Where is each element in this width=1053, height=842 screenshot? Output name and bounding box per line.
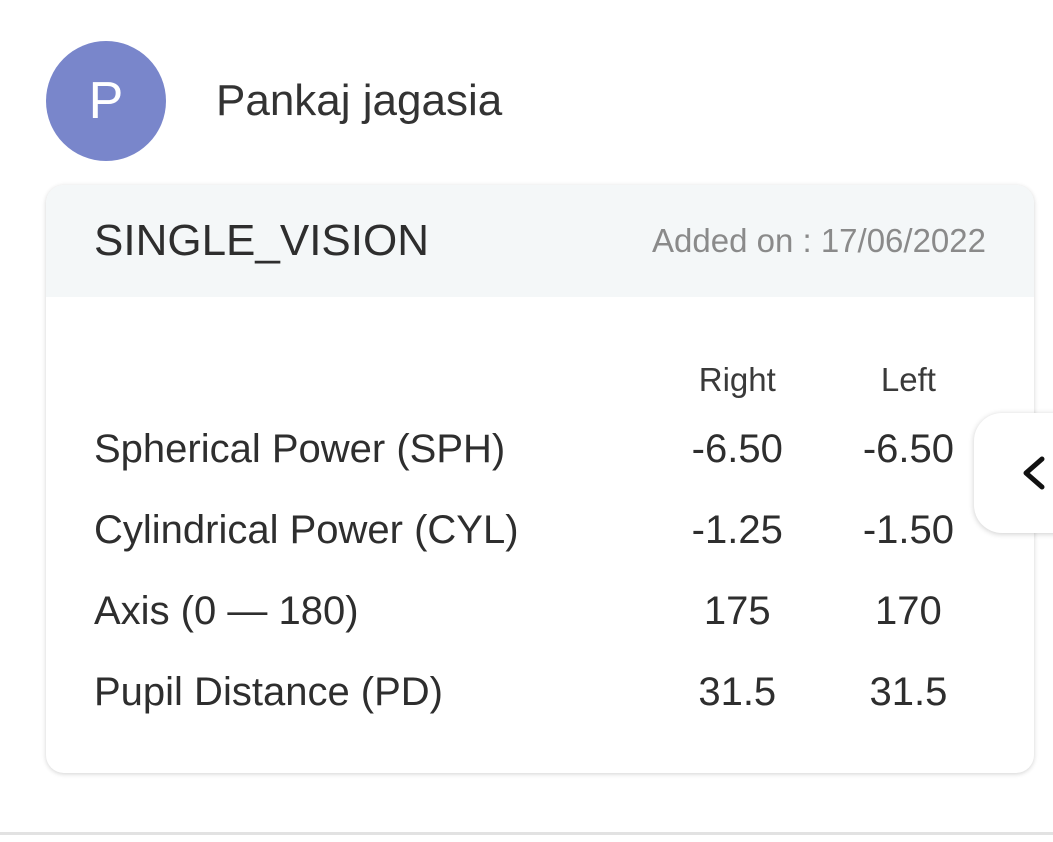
table-row-cyl: Cylindrical Power (CYL) -1.25 -1.50 xyxy=(94,490,994,571)
row-label: Axis (0 — 180) xyxy=(94,589,359,633)
prescription-table: Right Left Spherical Power (SPH) -6.50 -… xyxy=(94,357,994,733)
right-value: 31.5 xyxy=(698,670,777,714)
row-label: Pupil Distance (PD) xyxy=(94,670,444,714)
card-header: SINGLE_VISION Added on : 17/06/2022 xyxy=(46,185,1034,297)
bottom-divider xyxy=(0,832,1053,835)
lens-type: SINGLE_VISION xyxy=(94,216,430,265)
left-value: 170 xyxy=(875,589,942,633)
prescription-card[interactable]: SINGLE_VISION Added on : 17/06/2022 Righ… xyxy=(46,185,1034,773)
left-value: -6.50 xyxy=(862,427,954,471)
avatar-initial: P xyxy=(88,72,124,130)
user-row: P Pankaj jagasia xyxy=(46,41,502,161)
table-row-sph: Spherical Power (SPH) -6.50 -6.50 xyxy=(94,409,994,490)
column-header-right: Right xyxy=(698,361,776,398)
table-row-pd: Pupil Distance (PD) 31.5 31.5 xyxy=(94,652,994,733)
table-row-axis: Axis (0 — 180) 175 170 xyxy=(94,571,994,652)
side-drawer-tab[interactable] xyxy=(974,413,1053,533)
column-header-left: Left xyxy=(880,361,936,398)
user-name: Pankaj jagasia xyxy=(216,76,503,125)
table-header-row: Right Left xyxy=(94,357,994,403)
right-value: -1.25 xyxy=(691,508,783,552)
right-value: 175 xyxy=(703,589,771,633)
right-value: -6.50 xyxy=(691,427,783,471)
avatar: P xyxy=(46,41,166,161)
left-value: -1.50 xyxy=(862,508,954,552)
left-value: 31.5 xyxy=(869,670,948,714)
row-label: Cylindrical Power (CYL) xyxy=(94,508,519,552)
row-label: Spherical Power (SPH) xyxy=(94,427,506,471)
added-on-date: Added on : 17/06/2022 xyxy=(652,222,986,259)
chevron-left-icon xyxy=(1023,456,1045,490)
